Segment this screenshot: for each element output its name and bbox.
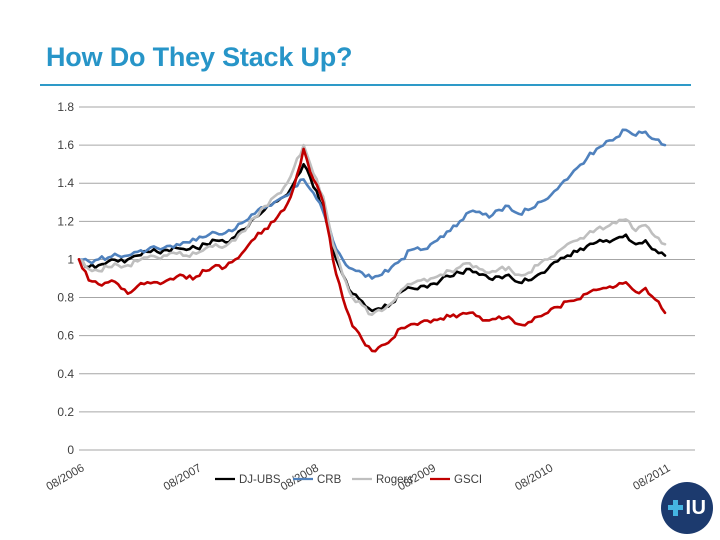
- y-axis-tick-label: 1.2: [57, 214, 74, 228]
- iu-logo-text: IU: [685, 496, 707, 519]
- y-axis-tick-label: 1.6: [57, 138, 74, 152]
- y-axis-tick-label: 1.8: [57, 100, 74, 114]
- y-axis-tick-label: 1.4: [57, 176, 74, 190]
- series-line-crb: [77, 128, 667, 280]
- x-axis-tick-label: 08/2007: [162, 462, 204, 493]
- y-axis-tick-label: 0.8: [57, 291, 74, 305]
- title-underline: [40, 84, 691, 86]
- iu-plus-icon: [667, 500, 683, 516]
- legend-label-dj-ubs: DJ-UBS: [239, 474, 281, 486]
- series-line-rogers: [77, 143, 667, 317]
- page-title: How Do They Stack Up?: [46, 42, 353, 72]
- series-line-gsci: [77, 147, 667, 353]
- y-axis-tick-label: 0.6: [57, 329, 74, 343]
- y-axis-tick-label: 0.4: [57, 367, 74, 381]
- series-line-dj-ubs: [77, 162, 667, 313]
- x-axis-tick-label: 08/2010: [513, 462, 555, 493]
- x-axis-tick-label: 08/2006: [44, 462, 86, 493]
- legend-label-gsci: GSCI: [454, 474, 482, 486]
- y-axis-tick-label: 0: [67, 443, 74, 457]
- iu-logo: IU: [661, 482, 713, 534]
- legend-label-crb: CRB: [317, 474, 342, 486]
- y-axis-tick-label: 1: [67, 252, 74, 266]
- y-axis-tick-label: 0.2: [57, 405, 74, 419]
- x-axis-tick-label: 08/2008: [279, 462, 321, 493]
- legend-label-rogers: Rogers: [376, 474, 413, 486]
- x-axis-tick-label: 08/2011: [631, 462, 672, 493]
